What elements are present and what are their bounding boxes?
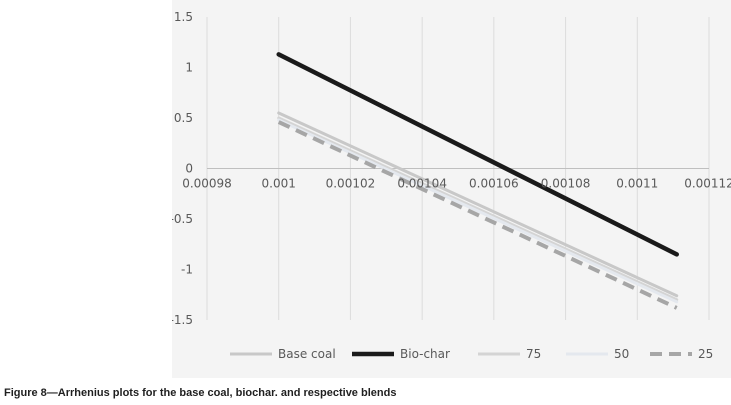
x-tick-label-3: 0.00104 [397,177,447,191]
y-tick-label-1: -1 [181,263,193,277]
y-tick-labels: -1.5 -1 -0.5 0 0.5 1 1.5 [172,10,193,327]
x-tick-label-5: 0.00108 [541,177,591,191]
y-tick-label-5: 1 [185,61,193,75]
y-tick-label-4: 0.5 [174,111,193,125]
legend-label-3: 50 [614,347,629,361]
series-line-1 [276,52,679,257]
chart-area: 0.00098 0.001 0.00102 0.00104 0.00106 0.00108… [172,0,731,378]
y-tick-label-2: -0.5 [172,212,193,226]
x-tick-label-0: 0.00098 [182,177,232,191]
y-tick-label-0: -1.5 [172,313,193,327]
x-tick-label-7: 0.00112 [684,177,731,191]
y-tick-label-3: 0 [185,162,193,176]
legend-label-0: Base coal [278,347,336,361]
figure-caption: Figure 8—Arrhenius plots for the base co… [4,387,397,399]
legend-label-4: 25 [698,347,713,361]
x-tick-label-6: 0.0011 [616,177,658,191]
series-line-4 [277,120,678,310]
legend-label-1: Bio-char [400,347,450,361]
series-line-3 [277,118,679,304]
x-tick-label-1: 0.001 [262,177,296,191]
legend-label-2: 75 [526,347,541,361]
series-lines [276,52,679,310]
series-line-0 [277,111,679,298]
legend: Base coal Bio-char 75 50 25 [230,347,713,361]
y-tick-label-6: 1.5 [174,10,193,24]
x-tick-labels: 0.00098 0.001 0.00102 0.00104 0.00106 0.00108… [182,177,731,191]
series-line-2 [277,116,679,302]
arrhenius-chart: 0.00098 0.001 0.00102 0.00104 0.00106 0.00108… [172,10,731,361]
x-tick-label-4: 0.00106 [469,177,519,191]
x-tick-label-2: 0.00102 [326,177,376,191]
